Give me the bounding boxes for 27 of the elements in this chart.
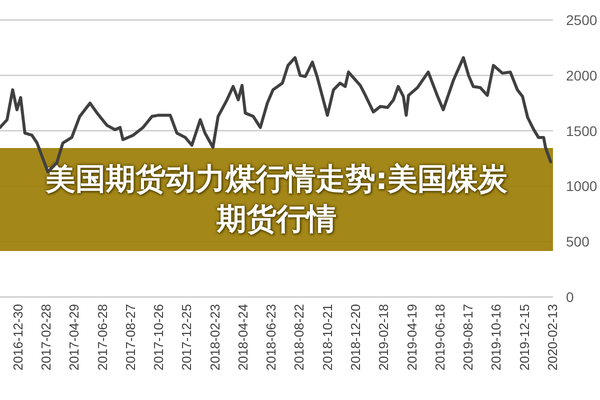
x-tick-label: 2018-08-22 xyxy=(292,304,307,370)
y-tick-label: 0 xyxy=(566,289,574,305)
x-tick-label: 2019-02-18 xyxy=(376,304,392,370)
y-tick-label: 2000 xyxy=(566,67,598,84)
x-tick-label: 2019-08-17 xyxy=(460,304,476,370)
text: 美国期货动力煤行情走势:美国煤炭期货行情 xyxy=(0,150,553,250)
y-tick-label: 1500 xyxy=(566,122,598,139)
x-tick-label: 2019-12-15 xyxy=(516,304,532,370)
x-tick-label: 2018-10-21 xyxy=(320,304,335,370)
x-tick-label: 2018-04-24 xyxy=(235,304,250,370)
x-tick-label: 2019-04-19 xyxy=(404,304,420,370)
x-tick-label: 2017-04-29 xyxy=(66,304,82,370)
x-tick-label: 2016-12-30 xyxy=(10,304,26,370)
x-tick-label: 2017-06-28 xyxy=(94,304,110,370)
x-tick-label: 2020-02-13 xyxy=(545,304,560,370)
y-tick-label: 1000 xyxy=(566,178,598,194)
y-tick-label: 500 xyxy=(566,234,590,250)
x-tick-label: 2017-02-28 xyxy=(38,304,54,370)
x-tick-label: 2019-06-18 xyxy=(432,304,448,370)
y-tick-label: 2500 xyxy=(566,12,598,28)
x-tick-label: 2017-08-27 xyxy=(122,304,138,370)
x-tick-label: 2018-12-20 xyxy=(348,304,364,370)
x-tick-label: 2017-10-26 xyxy=(151,304,166,370)
x-tick-label: 2017-12-25 xyxy=(179,304,194,370)
x-tick-label: 2018-06-23 xyxy=(264,304,279,370)
x-tick-label: 2019-10-16 xyxy=(488,304,504,370)
x-tick-label: 2018-02-23 xyxy=(207,304,222,370)
